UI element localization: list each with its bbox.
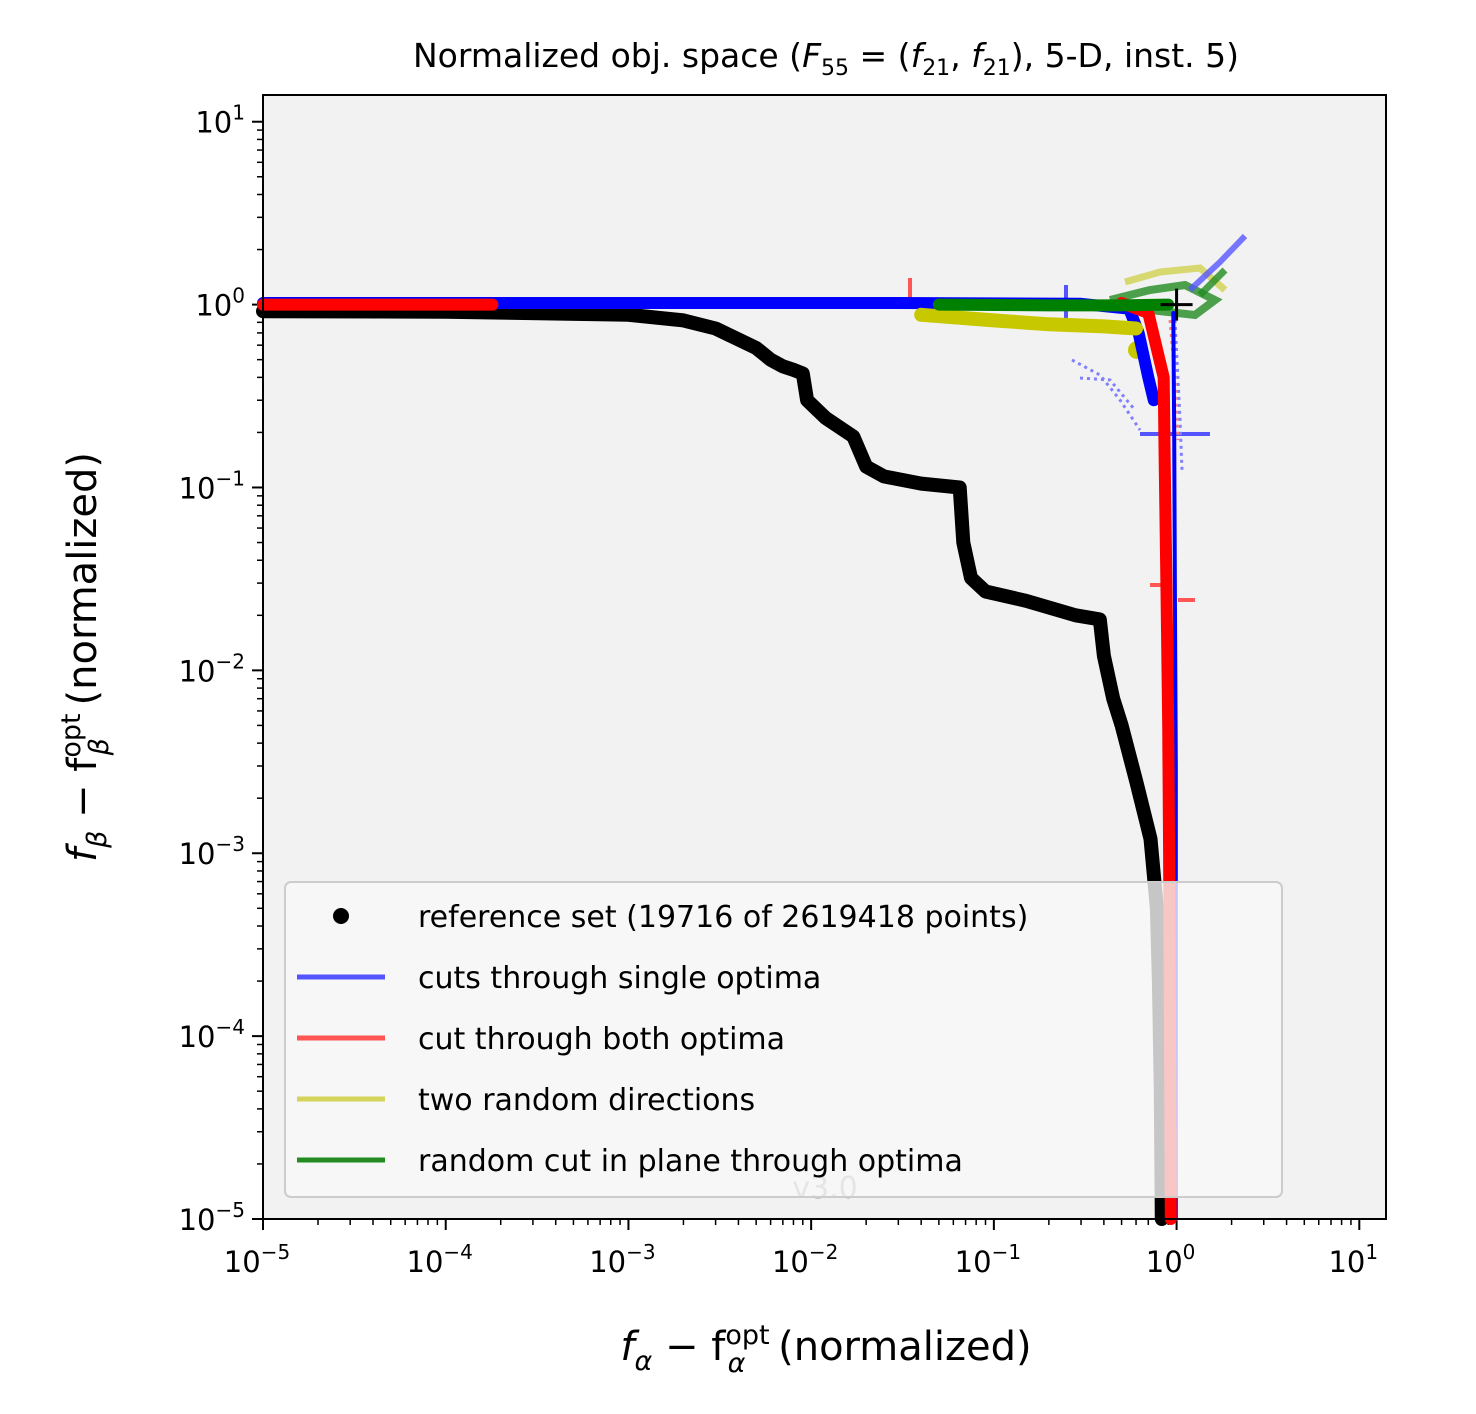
legend-label: cuts through single optima bbox=[418, 961, 821, 996]
axes-frame bbox=[262, 94, 1387, 1220]
x-tick-label: 10−4 bbox=[407, 1240, 473, 1279]
series-line bbox=[256, 304, 1169, 1226]
y-tick-label: 10−3 bbox=[179, 832, 245, 871]
x-tick-label: 100 bbox=[1146, 1240, 1196, 1279]
blue-dotted-cut bbox=[1079, 376, 1137, 411]
red-dotted-cut bbox=[1168, 319, 1180, 441]
major-ticks bbox=[252, 120, 1361, 1230]
x-axis-label: fα − fopt α (normalized) bbox=[620, 1320, 1031, 1379]
y-tick-label: 10−2 bbox=[179, 649, 245, 688]
legend-box bbox=[284, 881, 1283, 1198]
y-axis-label: fβ − foptβ (normalized) bbox=[56, 452, 115, 862]
optimum-marker bbox=[1160, 288, 1193, 321]
legend-label: two random directions bbox=[418, 1083, 755, 1118]
legend-marker-dot bbox=[333, 908, 349, 924]
series-line bbox=[914, 307, 1143, 336]
legend: reference set (19716 of 2619418 points) c… bbox=[284, 881, 1283, 1198]
x-tick-label: 10−1 bbox=[955, 1240, 1021, 1279]
chart-title: Normalized obj. space (F55 = (f21, f21),… bbox=[413, 36, 1239, 81]
blue-scribble bbox=[1187, 233, 1248, 293]
y-tick-labels: 10−5 10−4 10−3 10−2 10−1 100 101 bbox=[179, 101, 245, 1237]
green-scribble bbox=[1197, 267, 1228, 298]
legend-label: reference set (19716 of 2619418 points) bbox=[418, 900, 1028, 935]
y-tick-label: 100 bbox=[195, 284, 245, 323]
y-tick-label: 101 bbox=[195, 101, 245, 140]
blue-dotted-cut bbox=[1173, 319, 1184, 471]
y-tick-label: 10−5 bbox=[179, 1198, 245, 1237]
x-tick-label: 10−3 bbox=[589, 1240, 655, 1279]
legend-label: random cut in plane through optima bbox=[418, 1144, 963, 1179]
series-line bbox=[932, 298, 1175, 312]
x-tick-label: 10−5 bbox=[224, 1240, 290, 1279]
cut-endpoint-markers bbox=[908, 233, 1248, 602]
legend-label: cut through both optima bbox=[418, 1022, 785, 1057]
y-tick-label: 10−4 bbox=[179, 1015, 245, 1054]
blue-dotted-cut bbox=[1071, 358, 1142, 431]
x-tick-label: 101 bbox=[1328, 1240, 1378, 1279]
y-tick-label: 10−1 bbox=[179, 466, 245, 505]
x-tick-label: 10−2 bbox=[772, 1240, 838, 1279]
x-tick-labels: 10−5 10−4 10−3 10−2 10−1 100 101 bbox=[224, 1240, 1378, 1279]
